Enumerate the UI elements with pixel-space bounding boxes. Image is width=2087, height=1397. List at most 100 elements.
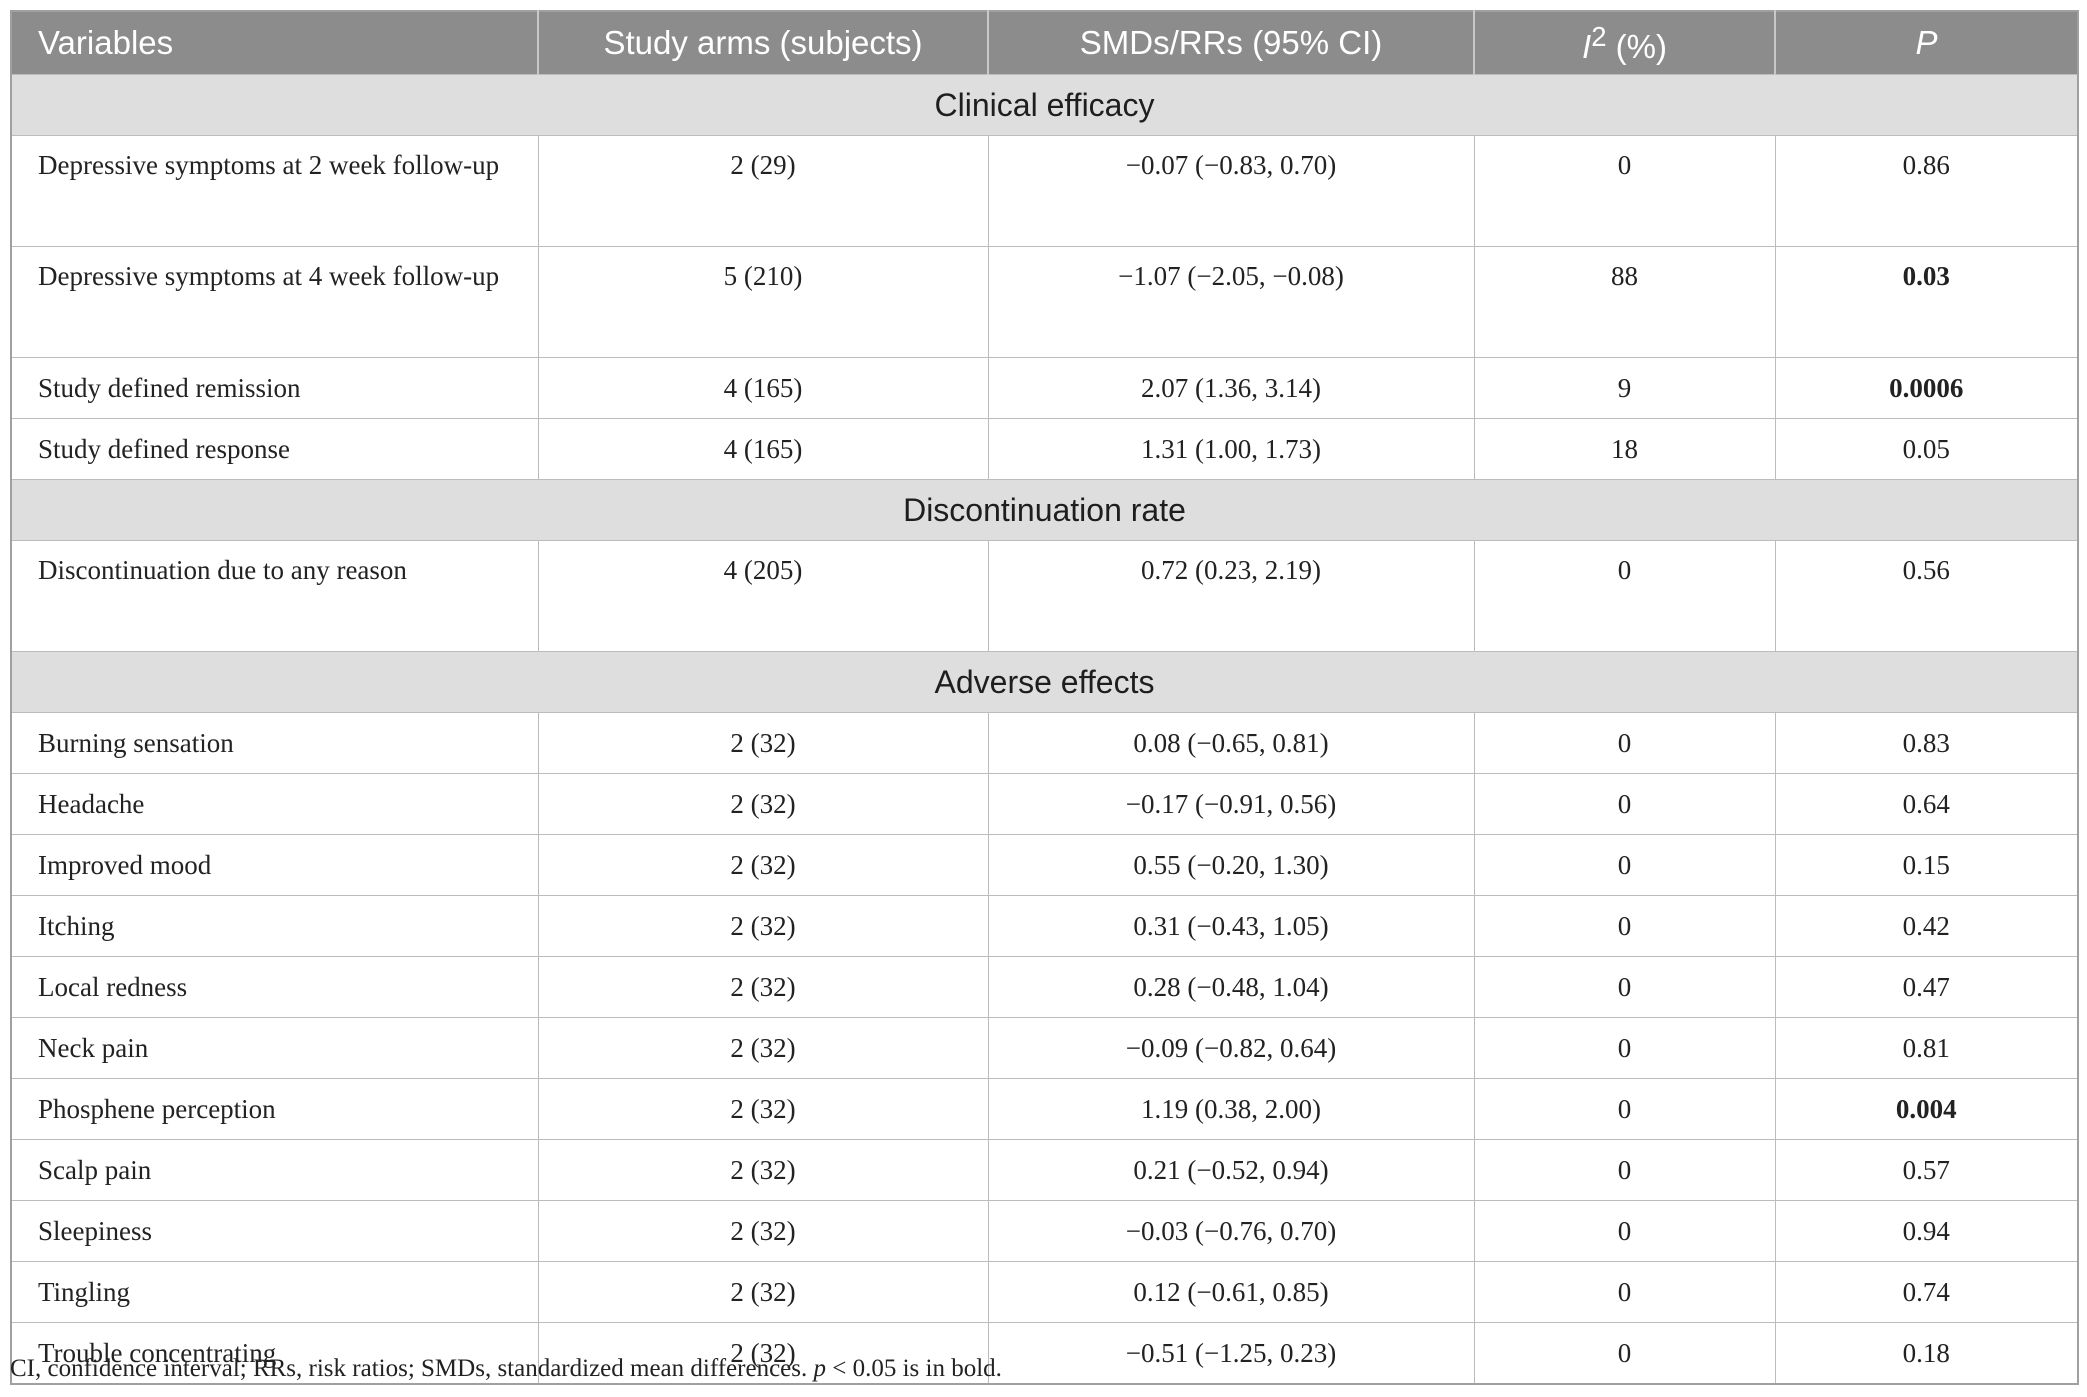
cell-smd: −0.09 (−0.82, 0.64) bbox=[987, 1017, 1475, 1079]
cell-variable: Phosphene perception bbox=[10, 1078, 539, 1140]
cell-p: 0.86 bbox=[1774, 135, 2079, 247]
cell-variable: Local redness bbox=[10, 956, 539, 1018]
section-row: Adverse effects bbox=[10, 651, 2079, 713]
cell-i2: 0 bbox=[1473, 773, 1776, 835]
cell-study-arms: 2 (32) bbox=[537, 1017, 989, 1079]
cell-smd: −0.17 (−0.91, 0.56) bbox=[987, 773, 1475, 835]
cell-smd: 1.31 (1.00, 1.73) bbox=[987, 418, 1475, 480]
cell-study-arms: 2 (32) bbox=[537, 1078, 989, 1140]
table-row: Neck pain 2 (32) −0.09 (−0.82, 0.64) 0 0.81 bbox=[10, 1017, 2079, 1079]
cell-variable: Study defined response bbox=[10, 418, 539, 480]
table-row: Scalp pain 2 (32) 0.21 (−0.52, 0.94) 0 0.57 bbox=[10, 1139, 2079, 1201]
cell-study-arms: 2 (32) bbox=[537, 712, 989, 774]
cell-p: 0.57 bbox=[1774, 1139, 2079, 1201]
cell-smd: 2.07 (1.36, 3.14) bbox=[987, 357, 1475, 419]
table-footnote: CI, confidence interval; RRs, risk ratio… bbox=[10, 1355, 1002, 1382]
cell-i2: 0 bbox=[1473, 834, 1776, 896]
cell-variable: Scalp pain bbox=[10, 1139, 539, 1201]
table-row: Itching 2 (32) 0.31 (−0.43, 1.05) 0 0.42 bbox=[10, 895, 2079, 957]
table-row: Sleepiness 2 (32) −0.03 (−0.76, 0.70) 0 0.94 bbox=[10, 1200, 2079, 1262]
cell-p: 0.42 bbox=[1774, 895, 2079, 957]
cell-study-arms: 2 (32) bbox=[537, 773, 989, 835]
table-row: Headache 2 (32) −0.17 (−0.91, 0.56) 0 0.64 bbox=[10, 773, 2079, 835]
table-row: Improved mood 2 (32) 0.55 (−0.20, 1.30) 0 0.… bbox=[10, 834, 2079, 896]
cell-study-arms: 4 (205) bbox=[537, 540, 989, 652]
cell-smd: −0.51 (−1.25, 0.23) bbox=[987, 1322, 1475, 1385]
table-row: Phosphene perception 2 (32) 1.19 (0.38, 2.… bbox=[10, 1078, 2079, 1140]
table-row: Study defined remission 4 (165) 2.07 (1.36… bbox=[10, 357, 2079, 419]
table-row: Local redness 2 (32) 0.28 (−0.48, 1.04) 0 0.… bbox=[10, 956, 2079, 1018]
section-title: Discontinuation rate bbox=[10, 479, 2079, 541]
cell-smd: 0.12 (−0.61, 0.85) bbox=[987, 1261, 1475, 1323]
table-row: Study defined response 4 (165) 1.31 (1.00,… bbox=[10, 418, 2079, 480]
cell-variable: Depressive symptoms at 4 week follow-up bbox=[10, 246, 539, 358]
cell-study-arms: 4 (165) bbox=[537, 357, 989, 419]
cell-variable: Burning sensation bbox=[10, 712, 539, 774]
cell-study-arms: 2 (32) bbox=[537, 1139, 989, 1201]
cell-p: 0.94 bbox=[1774, 1200, 2079, 1262]
cell-i2: 0 bbox=[1473, 1139, 1776, 1201]
table-body: Clinical efficacy Depressive symptoms at … bbox=[10, 74, 2079, 1385]
cell-p: 0.05 bbox=[1774, 418, 2079, 480]
cell-variable: Depressive symptoms at 2 week follow-up bbox=[10, 135, 539, 247]
cell-study-arms: 4 (165) bbox=[537, 418, 989, 480]
table-row: Tingling 2 (32) 0.12 (−0.61, 0.85) 0 0.74 bbox=[10, 1261, 2079, 1323]
header-smds: SMDs/RRs (95% CI) bbox=[988, 11, 1475, 75]
cell-i2: 0 bbox=[1473, 1261, 1776, 1323]
cell-i2: 0 bbox=[1473, 1200, 1776, 1262]
cell-smd: 1.19 (0.38, 2.00) bbox=[987, 1078, 1475, 1140]
cell-smd: 0.72 (0.23, 2.19) bbox=[987, 540, 1475, 652]
header-p: P bbox=[1775, 11, 2078, 75]
cell-p: 0.03 bbox=[1774, 246, 2079, 358]
cell-variable: Sleepiness bbox=[10, 1200, 539, 1262]
results-table: Variables Study arms (subjects) SMDs/RRs… bbox=[10, 10, 2079, 1385]
header-i2: I2 (%) bbox=[1474, 11, 1776, 75]
table-row: Depressive symptoms at 2 week follow-up 2… bbox=[10, 135, 2079, 247]
cell-smd: 0.08 (−0.65, 0.81) bbox=[987, 712, 1475, 774]
header-i2-unit: (%) bbox=[1606, 27, 1667, 65]
cell-p: 0.56 bbox=[1774, 540, 2079, 652]
cell-p: 0.74 bbox=[1774, 1261, 2079, 1323]
section-title: Clinical efficacy bbox=[10, 74, 2079, 136]
table-row: Depressive symptoms at 4 week follow-up 5… bbox=[10, 246, 2079, 358]
cell-study-arms: 2 (32) bbox=[537, 1261, 989, 1323]
cell-variable: Headache bbox=[10, 773, 539, 835]
cell-p: 0.81 bbox=[1774, 1017, 2079, 1079]
cell-i2: 0 bbox=[1473, 1078, 1776, 1140]
cell-p: 0.15 bbox=[1774, 834, 2079, 896]
cell-variable: Improved mood bbox=[10, 834, 539, 896]
cell-p: 0.83 bbox=[1774, 712, 2079, 774]
cell-i2: 9 bbox=[1473, 357, 1776, 419]
cell-i2: 0 bbox=[1473, 135, 1776, 247]
section-row: Discontinuation rate bbox=[10, 479, 2079, 541]
cell-variable: Itching bbox=[10, 895, 539, 957]
cell-p: 0.64 bbox=[1774, 773, 2079, 835]
cell-smd: 0.55 (−0.20, 1.30) bbox=[987, 834, 1475, 896]
cell-variable: Neck pain bbox=[10, 1017, 539, 1079]
cell-i2: 18 bbox=[1473, 418, 1776, 480]
cell-i2: 0 bbox=[1473, 712, 1776, 774]
table-row: Discontinuation due to any reason 4 (205)… bbox=[10, 540, 2079, 652]
table-row: Burning sensation 2 (32) 0.08 (−0.65, 0.81… bbox=[10, 712, 2079, 774]
header-i2-letter: I bbox=[1582, 27, 1592, 65]
cell-i2: 0 bbox=[1473, 956, 1776, 1018]
cell-study-arms: 2 (32) bbox=[537, 1322, 989, 1385]
table-header-row: Variables Study arms (subjects) SMDs/RRs… bbox=[11, 11, 2078, 75]
section-title: Adverse effects bbox=[10, 651, 2079, 713]
cell-p: 0.004 bbox=[1774, 1078, 2079, 1140]
cell-smd: −0.07 (−0.83, 0.70) bbox=[987, 135, 1475, 247]
cell-i2: 0 bbox=[1473, 1322, 1776, 1385]
cell-study-arms: 2 (32) bbox=[537, 834, 989, 896]
cell-p: 0.47 bbox=[1774, 956, 2079, 1018]
cell-p: 0.18 bbox=[1774, 1322, 2079, 1385]
section-row: Clinical efficacy bbox=[10, 74, 2079, 136]
cell-study-arms: 2 (32) bbox=[537, 956, 989, 1018]
cell-variable: Discontinuation due to any reason bbox=[10, 540, 539, 652]
cell-study-arms: 2 (32) bbox=[537, 1200, 989, 1262]
table-row: Trouble concentrating 2 (32) −0.51 (−1.25,… bbox=[10, 1322, 2079, 1385]
cell-variable: Trouble concentrating bbox=[10, 1322, 539, 1385]
cell-smd: 0.28 (−0.48, 1.04) bbox=[987, 956, 1475, 1018]
cell-study-arms: 2 (29) bbox=[537, 135, 989, 247]
cell-p: 0.0006 bbox=[1774, 357, 2079, 419]
header-i2-sup: 2 bbox=[1591, 20, 1607, 52]
